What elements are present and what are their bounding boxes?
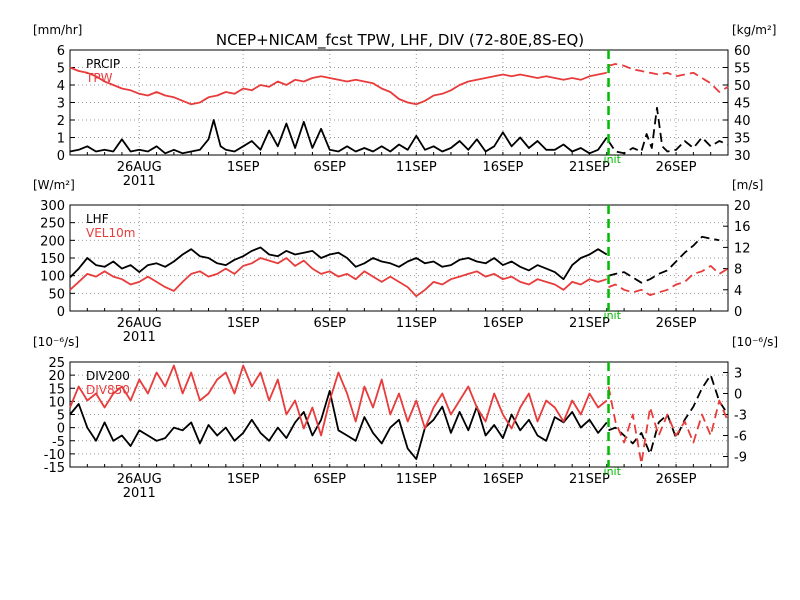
x-tick-sublabel: 2011 bbox=[123, 174, 156, 189]
legend-vel10m: VEL10m bbox=[86, 226, 135, 240]
x-tick-label: 11SEP bbox=[396, 472, 437, 487]
y-left-tick-label: 200 bbox=[40, 234, 65, 249]
x-tick-label: 26AUG bbox=[117, 472, 162, 487]
x-tick-label: 1SEP bbox=[227, 472, 260, 487]
x-tick-label: 6SEP bbox=[313, 160, 346, 175]
y-left-tick-label: 4 bbox=[57, 79, 65, 94]
series-vel10m-observed bbox=[69, 257, 608, 298]
y-right-tick-label: 60 bbox=[734, 44, 751, 59]
y-right-tick-label: 55 bbox=[734, 62, 751, 77]
y-left-tick-label: 5 bbox=[57, 409, 65, 424]
y-right-tick-label: 45 bbox=[734, 97, 751, 112]
y-left-tick-label: 3 bbox=[57, 97, 65, 112]
x-tick-label: 6SEP bbox=[313, 472, 346, 487]
series-lhf-forecast bbox=[608, 235, 720, 284]
y-left-tick-label: 25 bbox=[48, 356, 65, 371]
y-right-tick-label: 30 bbox=[734, 149, 751, 164]
y-left-tick-label: -5 bbox=[52, 435, 65, 450]
y-left-tick-label: 100 bbox=[40, 270, 65, 285]
y-right-unit: [kg/m²] bbox=[732, 23, 776, 37]
y-left-tick-label: 5 bbox=[57, 62, 65, 77]
x-tick-label: 16SEP bbox=[482, 160, 523, 175]
y-right-unit: [m/s] bbox=[732, 178, 763, 192]
x-tick-label: 21SEP bbox=[569, 316, 610, 331]
y-left-tick-label: 0 bbox=[57, 422, 65, 437]
y-left-tick-label: 1 bbox=[57, 132, 65, 147]
y-right-tick-label: 16 bbox=[734, 220, 751, 235]
y-left-unit: [mm/hr] bbox=[33, 23, 82, 37]
x-tick-label: 26SEP bbox=[656, 160, 697, 175]
panel-2: 0 50 100 150 200 250 300 0 4 8 12 16 20 [W/m²] [m/s] 26… bbox=[33, 178, 763, 345]
y-right-tick-label: 8 bbox=[734, 263, 742, 278]
x-tick-label: 1SEP bbox=[227, 160, 260, 175]
x-tick-label: 21SEP bbox=[569, 160, 610, 175]
y-right-unit: [10⁻⁶/s] bbox=[732, 335, 778, 349]
legend-div200: DIV200 bbox=[86, 369, 130, 383]
y-right-tick-label: 3 bbox=[734, 367, 742, 382]
y-right-tick-label: -6 bbox=[734, 430, 747, 445]
x-tick-label: 6SEP bbox=[313, 316, 346, 331]
series-prcip-forecast bbox=[607, 106, 729, 155]
y-right-tick-label: 4 bbox=[734, 284, 742, 299]
y-right-tick-label: 40 bbox=[734, 114, 751, 129]
y-left-tick-label: 0 bbox=[57, 305, 65, 320]
y-right-tick-label: 0 bbox=[734, 388, 742, 403]
y-left-tick-label: 250 bbox=[40, 217, 65, 232]
y-right-tick-label: 35 bbox=[734, 132, 751, 147]
y-left-tick-label: 6 bbox=[57, 44, 65, 59]
x-tick-label: 1SEP bbox=[227, 316, 260, 331]
y-left-tick-label: 50 bbox=[48, 287, 65, 302]
x-tick-sublabel: 2011 bbox=[123, 486, 156, 501]
y-left-tick-label: 10 bbox=[48, 395, 65, 410]
x-tick-sublabel: 2011 bbox=[123, 330, 156, 345]
y-left-tick-label: 0 bbox=[57, 149, 65, 164]
y-right-tick-label: -9 bbox=[734, 451, 747, 466]
series-div850-observed bbox=[69, 364, 608, 437]
y-left-tick-label: 150 bbox=[40, 252, 65, 267]
legend-lhf: LHF bbox=[86, 212, 109, 226]
y-right-tick-label: 12 bbox=[734, 241, 751, 256]
y-left-tick-label: 20 bbox=[48, 369, 65, 384]
x-tick-label: 16SEP bbox=[482, 472, 523, 487]
y-right-tick-label: 50 bbox=[734, 79, 751, 94]
x-tick-label: 11SEP bbox=[396, 160, 437, 175]
y-left-tick-label: -15 bbox=[44, 461, 65, 476]
y-left-unit: [W/m²] bbox=[33, 178, 75, 192]
y-right-tick-label: -3 bbox=[734, 409, 747, 424]
series-lhf-observed bbox=[69, 246, 608, 281]
x-tick-label: 26SEP bbox=[656, 472, 697, 487]
y-left-tick-label: 2 bbox=[57, 114, 65, 129]
series-tpw-forecast bbox=[608, 63, 729, 93]
x-tick-label: 26SEP bbox=[656, 316, 697, 331]
chart-title: NCEP+NICAM_fcst TPW, LHF, DIV (72-80E,8S… bbox=[216, 31, 584, 50]
series-div850-forecast bbox=[607, 386, 729, 465]
init-label: init bbox=[604, 153, 622, 166]
init-label: init bbox=[604, 465, 622, 478]
x-tick-label: 21SEP bbox=[569, 472, 610, 487]
y-left-tick-label: 300 bbox=[40, 199, 65, 214]
series-prcip-observed bbox=[69, 119, 608, 155]
init-label: init bbox=[604, 309, 622, 322]
x-tick-label: 16SEP bbox=[482, 316, 523, 331]
y-left-unit: [10⁻⁶/s] bbox=[33, 335, 79, 349]
y-right-tick-label: 0 bbox=[734, 305, 742, 320]
y-right-tick-label: 20 bbox=[734, 199, 751, 214]
series-div200-forecast bbox=[608, 374, 729, 455]
y-left-tick-label: -10 bbox=[44, 448, 65, 463]
x-tick-label: 26AUG bbox=[117, 160, 162, 175]
series-vel10m-forecast bbox=[608, 264, 729, 297]
x-tick-label: 11SEP bbox=[396, 316, 437, 331]
legend-tpw: TPW bbox=[85, 71, 113, 85]
x-tick-label: 26AUG bbox=[117, 316, 162, 331]
series-div200-observed bbox=[69, 389, 608, 461]
y-left-tick-label: 15 bbox=[48, 382, 65, 397]
legend-div850: DIV850 bbox=[86, 383, 130, 397]
series-tpw-observed bbox=[69, 66, 607, 106]
legend-prcip: PRCIP bbox=[86, 57, 120, 71]
